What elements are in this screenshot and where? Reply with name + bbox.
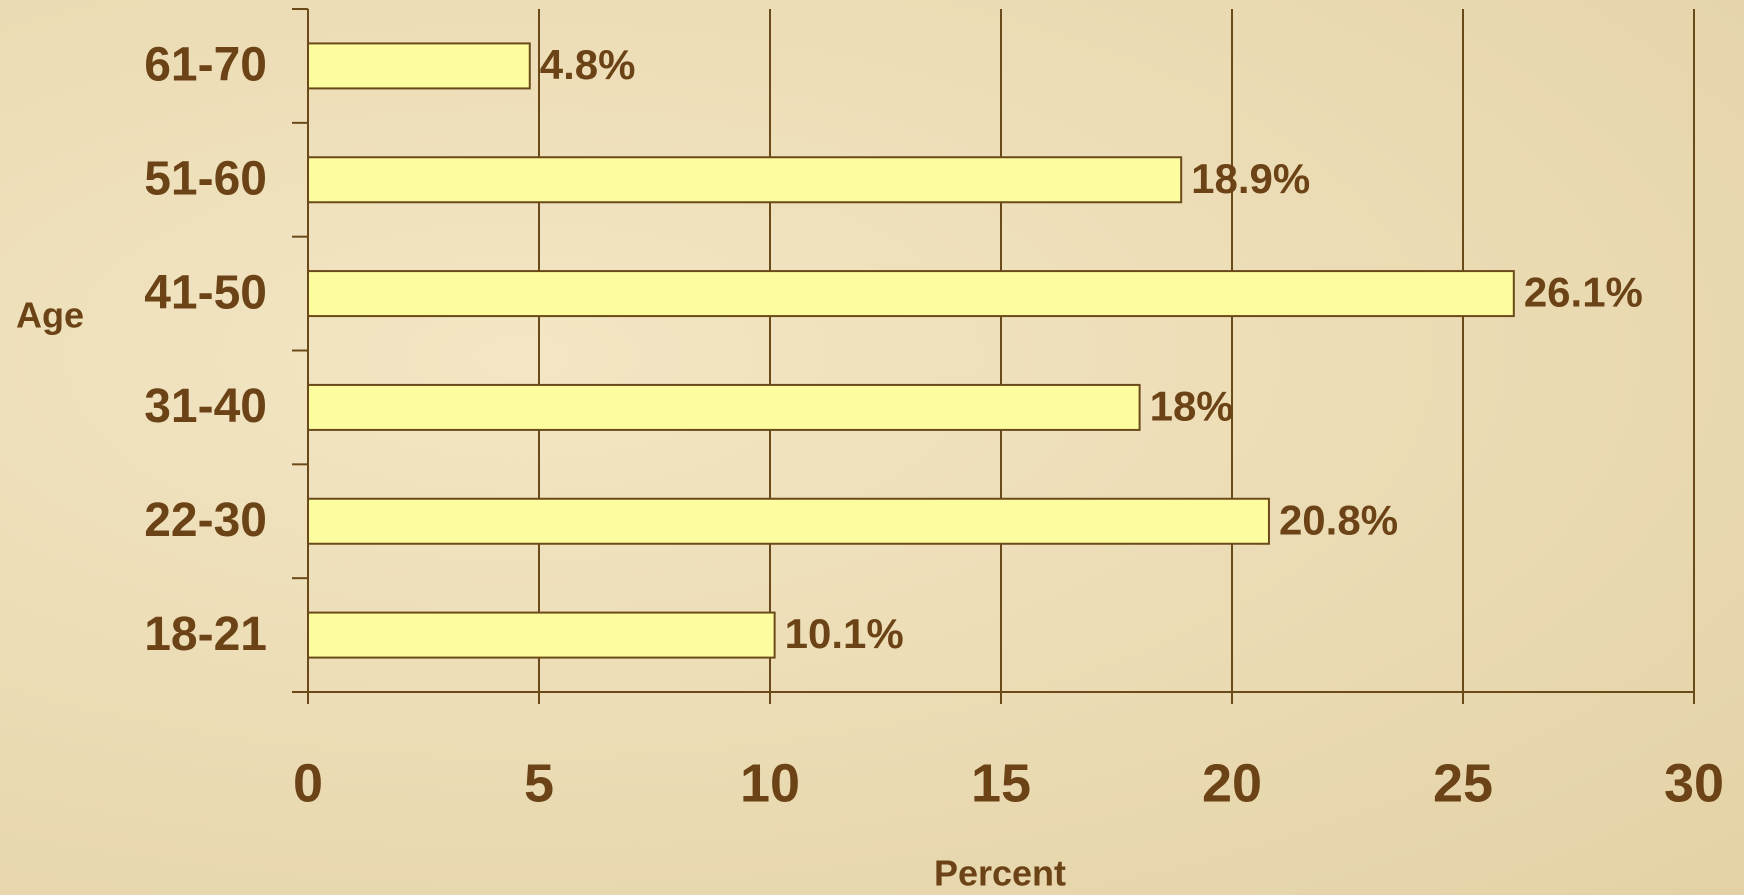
- x-tick-label: 25: [1433, 753, 1493, 813]
- value-label: 26.1%: [1524, 269, 1643, 316]
- x-tick-label: 20: [1202, 753, 1262, 813]
- y-tick-label: 51-60: [144, 152, 267, 205]
- x-tick-label: 15: [971, 753, 1031, 813]
- bar: [307, 270, 1515, 318]
- value-label: 18.9%: [1191, 155, 1310, 202]
- y-tick-label: 22-30: [144, 494, 267, 547]
- bar: [307, 611, 776, 659]
- value-label: 10.1%: [785, 610, 904, 657]
- value-label: 18%: [1150, 383, 1234, 430]
- value-label: 20.8%: [1279, 496, 1398, 543]
- x-tick-label: 5: [524, 753, 554, 813]
- y-tick-label: 41-50: [144, 266, 267, 319]
- x-tick-label: 10: [740, 753, 800, 813]
- x-axis-label: Percent: [934, 853, 1066, 894]
- y-axis-label: Age: [16, 295, 84, 336]
- y-tick-label: 18-21: [144, 608, 267, 661]
- y-tick-label: 31-40: [144, 380, 267, 433]
- bar: [307, 42, 531, 90]
- x-tick-label: 30: [1664, 753, 1724, 813]
- value-label: 4.8%: [540, 41, 636, 88]
- bar: [307, 497, 1270, 545]
- bar: [307, 156, 1183, 204]
- x-tick-label: 0: [293, 753, 323, 813]
- bar: [307, 383, 1141, 431]
- y-tick-label: 61-70: [144, 39, 267, 92]
